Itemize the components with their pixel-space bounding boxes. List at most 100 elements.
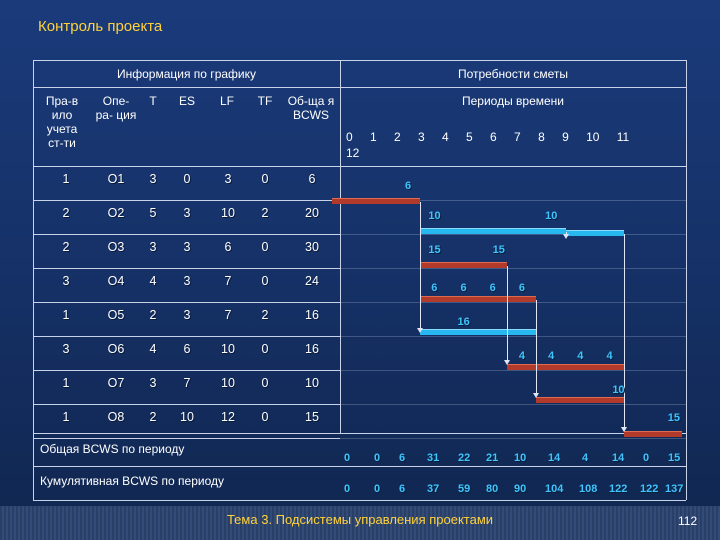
row-line bbox=[340, 302, 686, 303]
table-cell-bcws: 20 bbox=[305, 206, 319, 220]
cumulative-bcws-value: 80 bbox=[486, 483, 499, 495]
period-bcws-value: 15 bbox=[668, 452, 681, 464]
table-cell-op: O1 bbox=[107, 172, 125, 186]
gantt-bar bbox=[419, 329, 537, 335]
footer-band bbox=[0, 506, 720, 540]
table-cell-es: 7 bbox=[183, 376, 191, 390]
dependency-line bbox=[624, 234, 625, 429]
table-line bbox=[686, 60, 687, 500]
period-bcws-value: 14 bbox=[548, 452, 561, 464]
row-line bbox=[33, 302, 340, 303]
period-bcws-value: 6 bbox=[399, 452, 406, 464]
gantt-bar-label: 4 bbox=[518, 350, 525, 362]
table-cell-t: 2 bbox=[149, 410, 157, 424]
gantt-bar-label: 4 bbox=[577, 350, 584, 362]
table-cell-lf: 12 bbox=[221, 410, 235, 424]
table-line bbox=[33, 433, 686, 434]
cumulative-bcws-value: 90 bbox=[514, 483, 527, 495]
periods-scale: 0 1 2 3 4 5 6 7 8 9 10 11 bbox=[346, 130, 630, 144]
table-cell-rule: 3 bbox=[62, 274, 70, 288]
cumulative-bcws-value: 137 bbox=[665, 483, 684, 495]
gantt-bar-label: 10 bbox=[428, 210, 441, 222]
cumulative-bcws-value: 108 bbox=[579, 483, 598, 495]
dependency-line bbox=[419, 202, 421, 330]
cumulative-bcws-value: 59 bbox=[458, 483, 471, 495]
gantt-bar-label: 6 bbox=[431, 282, 438, 294]
row-line bbox=[340, 268, 686, 269]
table-cell-t: 3 bbox=[149, 376, 157, 390]
row-line bbox=[33, 336, 340, 337]
row-line bbox=[340, 336, 686, 337]
period-bcws-value: 22 bbox=[458, 452, 471, 464]
table-cell-t: 3 bbox=[149, 172, 157, 186]
row-line bbox=[33, 234, 340, 235]
table-cell-tf: 0 bbox=[261, 342, 269, 356]
table-cell-es: 3 bbox=[183, 240, 191, 254]
table-cell-rule: 3 bbox=[62, 342, 70, 356]
gantt-bar-label: 10 bbox=[612, 384, 625, 396]
row-line bbox=[33, 268, 340, 269]
t-column-header: T bbox=[149, 94, 157, 108]
table-cell-bcws: 24 bbox=[305, 274, 319, 288]
gantt-bar-label: 4 bbox=[548, 350, 555, 362]
dependency-arrow bbox=[533, 393, 540, 398]
table-cell-lf: 7 bbox=[224, 308, 232, 322]
period-bcws-value: 31 bbox=[427, 452, 440, 464]
gantt-bar-label: 15 bbox=[492, 244, 505, 256]
period-bcws-value: 0 bbox=[344, 452, 351, 464]
table-cell-op: O4 bbox=[107, 274, 125, 288]
gantt-bar bbox=[419, 228, 566, 234]
table-cell-tf: 0 bbox=[261, 240, 269, 254]
table-cell-op: O8 bbox=[107, 410, 125, 424]
cumulative-bcws-value: 6 bbox=[399, 483, 406, 495]
gantt-bar-label: 6 bbox=[460, 282, 467, 294]
cumulative-bcws-value: 0 bbox=[374, 483, 381, 495]
cumulative-bcws-value: 0 bbox=[344, 483, 351, 495]
table-cell-tf: 0 bbox=[261, 410, 269, 424]
cumulative-bcws-value: 122 bbox=[640, 483, 659, 495]
cumulative-bcws-value: 37 bbox=[427, 483, 440, 495]
table-cell-op: O3 bbox=[107, 240, 125, 254]
table-cell-t: 2 bbox=[149, 308, 157, 322]
table-line bbox=[33, 60, 686, 61]
row-line bbox=[33, 438, 340, 439]
table-cell-tf: 0 bbox=[261, 172, 269, 186]
table-cell-t: 4 bbox=[149, 274, 157, 288]
operation-column-header: Опе- ра- ция bbox=[95, 94, 137, 122]
table-line bbox=[33, 500, 686, 501]
table-cell-bcws: 15 bbox=[305, 410, 319, 424]
gantt-bar bbox=[419, 262, 508, 268]
gantt-bar-label: 6 bbox=[489, 282, 496, 294]
dependency-arrow bbox=[562, 234, 569, 239]
dependency-line bbox=[507, 266, 509, 362]
gantt-bar bbox=[332, 198, 420, 204]
gantt-bar-label: 16 bbox=[457, 316, 470, 328]
table-cell-op: O6 bbox=[107, 342, 125, 356]
lf-column-header: LF bbox=[219, 94, 234, 108]
row-line bbox=[33, 370, 340, 371]
cumulative-bcws-value: 122 bbox=[609, 483, 628, 495]
table-cell-t: 3 bbox=[149, 240, 157, 254]
row-line bbox=[340, 200, 686, 201]
table-cell-lf: 10 bbox=[221, 376, 235, 390]
cumulative-bcws-value: 104 bbox=[545, 483, 564, 495]
table-line bbox=[33, 87, 686, 88]
gantt-bar-label: 15 bbox=[428, 244, 441, 256]
period-bcws-label: Общая BCWS по периоду bbox=[40, 442, 185, 456]
table-cell-tf: 0 bbox=[261, 376, 269, 390]
table-cell-lf: 3 bbox=[224, 172, 232, 186]
table-cell-tf: 2 bbox=[261, 206, 269, 220]
table-cell-rule: 1 bbox=[62, 172, 70, 186]
table-cell-rule: 1 bbox=[62, 410, 70, 424]
table-cell-lf: 10 bbox=[221, 342, 235, 356]
table-cell-rule: 1 bbox=[62, 308, 70, 322]
table-cell-es: 6 bbox=[183, 342, 191, 356]
slide-title: Контроль проекта bbox=[38, 18, 163, 35]
period-bcws-value: 4 bbox=[582, 452, 589, 464]
table-cell-op: O2 bbox=[107, 206, 125, 220]
period-bcws-value: 14 bbox=[612, 452, 625, 464]
table-line bbox=[340, 60, 341, 433]
table-cell-lf: 10 bbox=[221, 206, 235, 220]
row-line bbox=[340, 234, 686, 235]
